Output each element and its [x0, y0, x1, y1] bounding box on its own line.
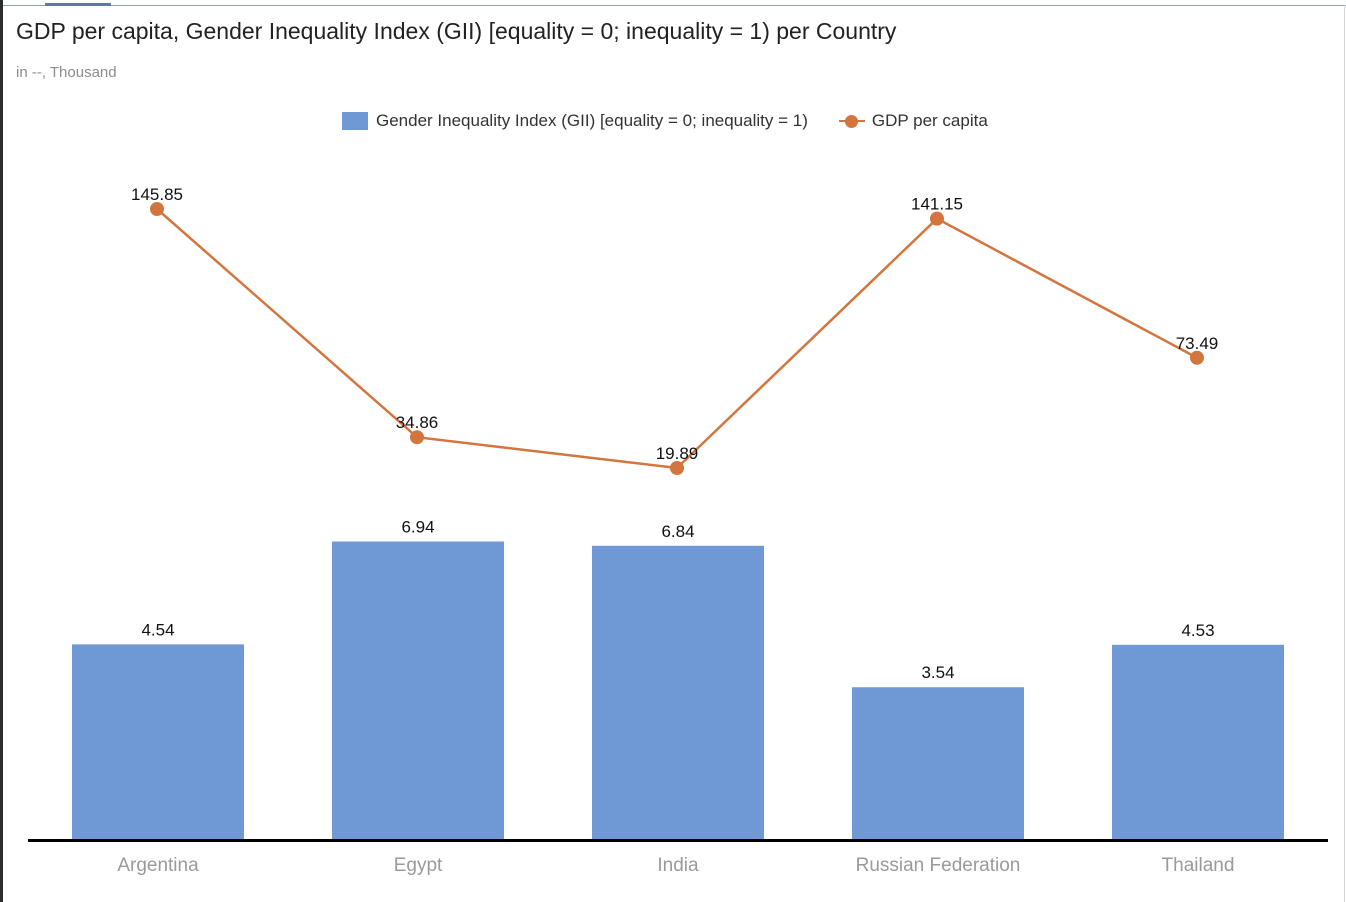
bar-value-label: 4.54 — [141, 620, 174, 639]
gdp-value-label: 145.85 — [131, 185, 183, 204]
gdp-point-argentina[interactable] — [150, 202, 164, 216]
x-tick-label: Russian Federation — [856, 855, 1021, 876]
x-tick-label: Thailand — [1162, 855, 1235, 876]
gdp-line — [156, 208, 1198, 470]
legend-line-swatch-icon — [838, 112, 865, 130]
top-border — [3, 5, 1346, 6]
gdp-value-label: 73.49 — [1176, 334, 1219, 353]
chart-legend: Gender Inequality Index (GII) [equality … — [342, 108, 988, 134]
gdp-value-label: 19.89 — [656, 444, 699, 463]
gdp-point-thailand[interactable] — [1190, 350, 1204, 365]
bar-value-label: 4.53 — [1181, 621, 1214, 640]
bar-thailand[interactable] — [1112, 644, 1284, 839]
legend-bar-swatch-icon — [342, 112, 368, 130]
x-tick-label: India — [657, 855, 699, 876]
bar-argentina[interactable] — [72, 644, 244, 839]
bar-india[interactable] — [592, 545, 764, 839]
bar-egypt[interactable] — [332, 541, 504, 840]
left-edge-divider — [0, 0, 3, 902]
gdp-point-russian-federation[interactable] — [930, 211, 944, 226]
chart-subtitle: in --, Thousand — [16, 64, 117, 81]
bar-russian-federation[interactable] — [852, 687, 1024, 839]
legend-item-gdp[interactable]: GDP per capita — [838, 111, 988, 131]
x-tick-label: Argentina — [117, 855, 199, 876]
gdp-point-india[interactable] — [670, 461, 684, 475]
gdp-value-label: 141.15 — [911, 195, 963, 214]
legend-item-gii[interactable]: Gender Inequality Index (GII) [equality … — [342, 111, 808, 131]
bar-value-label: 3.54 — [921, 663, 954, 682]
x-tick-label: Egypt — [394, 855, 443, 876]
chart-title: GDP per capita, Gender Inequality Index … — [16, 18, 897, 44]
bar-value-label: 6.94 — [401, 518, 434, 537]
active-tab-indicator[interactable] — [45, 3, 111, 6]
legend-label-gii: Gender Inequality Index (GII) [equality … — [376, 111, 808, 130]
gdp-value-label: 34.86 — [396, 413, 439, 432]
right-border — [1344, 5, 1345, 902]
legend-label-gdp: GDP per capita — [871, 111, 988, 130]
bar-value-label: 6.84 — [661, 522, 694, 541]
gdp-point-egypt[interactable] — [410, 430, 424, 445]
